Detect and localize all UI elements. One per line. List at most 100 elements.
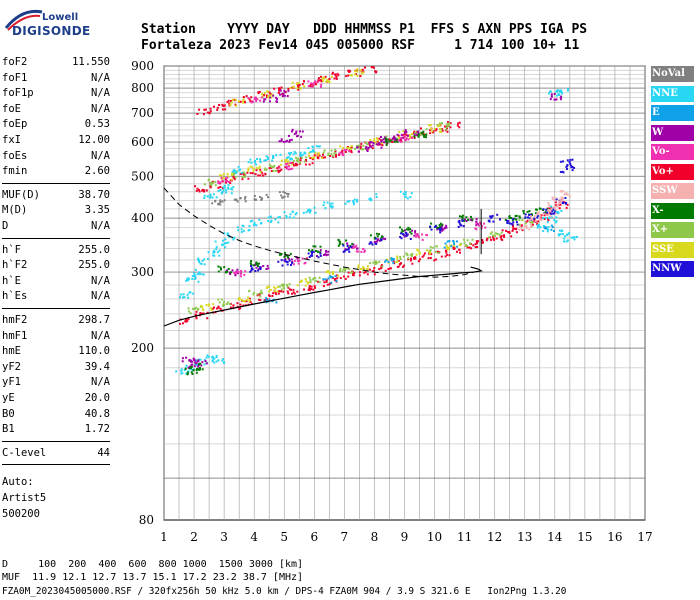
echo-dot (525, 224, 528, 227)
echo-dot (272, 170, 275, 173)
echo-dot (266, 90, 269, 93)
echo-dot (445, 244, 448, 247)
echo-dot (217, 265, 220, 268)
echo-dot (275, 100, 278, 103)
echo-dot (249, 220, 252, 223)
echo-dot (286, 261, 289, 263)
echo-sse-point (308, 151, 323, 159)
echo-dot (449, 126, 452, 129)
echo-dot (223, 184, 226, 187)
echo-dot (559, 171, 562, 173)
echo-nnw-point (559, 165, 575, 174)
echo-dot (335, 280, 338, 282)
echo-dot (282, 196, 285, 199)
echo-dot (311, 156, 314, 159)
echo-dot (465, 220, 468, 222)
echo-dot (359, 268, 362, 270)
echo-dot (402, 265, 404, 268)
echo-dot (231, 172, 233, 175)
echo-dot (230, 271, 233, 274)
echo-dot (357, 150, 360, 153)
echo-dot (291, 128, 294, 131)
echo-dot (188, 291, 191, 294)
echo-dot (257, 92, 260, 94)
echo-dot (375, 71, 377, 74)
echo-dot (242, 300, 245, 302)
echo-dot (352, 243, 355, 246)
echo-dot (547, 226, 550, 228)
echo-dot (253, 221, 256, 224)
echo-dot (373, 241, 376, 244)
echo-dot (235, 271, 238, 273)
echo-dot (308, 276, 311, 279)
echo-dot (198, 271, 201, 274)
echo-dot (408, 134, 411, 137)
echo-dot (330, 281, 333, 284)
echo-dot (201, 306, 204, 308)
echo-dot (191, 307, 194, 310)
echo-dot (226, 180, 229, 183)
echo-dot (313, 81, 316, 84)
distance-scale-line: D 100 200 400 600 800 1000 1500 3000 [km… (2, 559, 304, 570)
echo-dot (275, 169, 277, 172)
legend-item-e: E (651, 105, 694, 121)
echo-dot (190, 360, 192, 363)
echo-dot (378, 143, 381, 146)
echo-nne-point (283, 210, 298, 219)
echo-ssw-point (547, 202, 560, 211)
echo-dot (337, 274, 340, 277)
echo-dot (328, 272, 331, 274)
echo-dot (476, 223, 479, 226)
echo-dot (475, 222, 478, 225)
echo-dot (462, 225, 465, 228)
echo-dot (307, 209, 309, 212)
echo-dot (373, 140, 376, 143)
echo-dot (259, 299, 262, 302)
echo-dot (393, 140, 396, 143)
echo-x-point (263, 163, 277, 173)
echo-dot (297, 262, 300, 265)
echo-dot (407, 134, 409, 137)
echo-dot (221, 103, 224, 106)
echo-dot (271, 295, 274, 297)
echo-dot (298, 259, 301, 262)
echo-dot (255, 266, 258, 269)
echo-vo-point (217, 176, 230, 185)
echo-dot (444, 255, 447, 258)
echo-dot (256, 263, 259, 265)
echo-dot (322, 285, 325, 288)
param-label: foF2 (2, 56, 28, 68)
echo-dot (232, 173, 235, 176)
echo-dot (365, 145, 368, 148)
param-label: C-level (2, 446, 47, 459)
echo-dot (373, 273, 376, 276)
echo-dot (331, 276, 334, 279)
echo-dot (372, 261, 375, 264)
echo-dot (293, 132, 296, 135)
echo-dot (378, 233, 380, 236)
echo-dot (223, 361, 226, 364)
echo-dot (364, 141, 367, 144)
echo-dot (310, 285, 313, 288)
echo-dot (322, 278, 325, 281)
param-value: N/A (91, 376, 110, 389)
echo-nnw-point (487, 213, 501, 223)
echo-dot (233, 170, 235, 173)
echo-dot (313, 150, 316, 153)
echo-dot (299, 159, 302, 162)
echo-dot (193, 272, 196, 275)
echo-dot (225, 303, 228, 305)
echo-dot (197, 307, 200, 310)
echo-dot (330, 276, 333, 279)
echo-dot (253, 198, 256, 201)
echo-dot (273, 289, 276, 292)
echo-dot (370, 241, 373, 244)
echo-dot (253, 194, 256, 197)
echo-dot (198, 368, 201, 371)
echo-dot (570, 164, 573, 167)
echo-dot (428, 252, 431, 255)
echo-dot (337, 74, 340, 77)
echo-dot (296, 260, 299, 262)
echo-dot (197, 272, 200, 275)
echo-dot (553, 230, 555, 232)
